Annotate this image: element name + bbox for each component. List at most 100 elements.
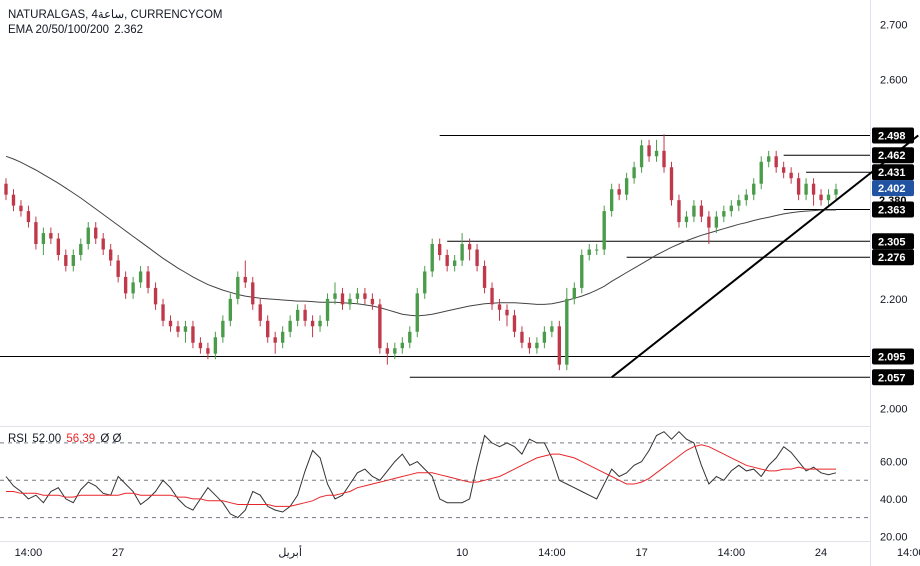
candle-body [94, 227, 98, 239]
candle-body [183, 326, 188, 332]
candle-body [677, 200, 681, 223]
candle-body [662, 150, 666, 168]
symbol-legend: NATURALGAS, 4ساعة, CURRENCYCOM [8, 7, 224, 21]
candle-body [617, 189, 621, 195]
trendline [611, 134, 919, 379]
candle-body [123, 276, 128, 294]
candle-body [333, 293, 337, 299]
time-tick-label: 24 [815, 547, 827, 559]
candle-body [632, 167, 636, 179]
candle-body [363, 293, 367, 299]
candle-body [624, 178, 629, 195]
candle-body [228, 298, 233, 321]
candle-body [557, 326, 562, 365]
candle-body [774, 156, 778, 168]
candle-body [512, 315, 517, 332]
price-tick-label: 2.000 [880, 404, 908, 416]
rsi-value-2: 56.39 [66, 433, 96, 445]
level-label: 2.276 [878, 252, 906, 264]
candle-body [176, 326, 180, 332]
candle-body [4, 183, 8, 195]
candle-body [796, 178, 801, 195]
candle-body [639, 145, 644, 168]
price-tick-label: 2.200 [880, 294, 908, 306]
candle-body [737, 200, 741, 206]
candle-body [438, 244, 442, 255]
candle-body [654, 150, 659, 157]
level-label: 2.462 [878, 150, 906, 162]
candle-body [116, 260, 120, 277]
level-label: 2.363 [878, 204, 906, 216]
time-tick-label: 14:00 [718, 547, 746, 559]
candle-body [430, 244, 434, 272]
candle-body [86, 227, 90, 245]
candle-body [295, 309, 300, 321]
candle-body [385, 348, 390, 354]
candle-body [251, 282, 255, 305]
level-label-bg [872, 127, 914, 144]
candle-body [542, 331, 547, 343]
candle-body [482, 265, 487, 288]
candle-body [767, 156, 771, 162]
rsi-label: RSI [8, 433, 28, 445]
candle-body [64, 255, 68, 266]
candle-body [497, 304, 502, 310]
candle-body [781, 167, 786, 173]
rsi-value-1: 52.00 [32, 433, 62, 445]
time-tick-label: أبريل [278, 545, 302, 559]
ema-value: 2.362 [114, 24, 144, 36]
level-label: 2.305 [878, 236, 906, 248]
rsi-tick-label: 20.00 [880, 531, 908, 543]
candle-body [34, 222, 38, 245]
candle-body [236, 276, 240, 299]
symbol-title: NATURALGAS, 4ساعة, CURRENCYCOM [8, 9, 223, 21]
time-tick-label: 14:00 [897, 547, 920, 559]
candle-body [370, 298, 375, 305]
candle-body [26, 211, 31, 223]
candle-body [131, 282, 135, 294]
candle-body [11, 194, 16, 206]
candle-body [752, 183, 756, 195]
price-tick-label: 2.700 [880, 20, 908, 32]
rsi-settings-icons[interactable]: Ø Ø [100, 433, 122, 445]
rsi-legend: RSI 52.00 56.39 Ø Ø [8, 433, 123, 445]
candle-body [303, 309, 307, 321]
candle-body [692, 205, 696, 217]
candle-body [168, 320, 173, 327]
candle-body [647, 145, 651, 157]
candle-body [505, 309, 509, 316]
candle-body [834, 189, 838, 195]
candle-body [565, 298, 569, 365]
candle-body [826, 194, 831, 201]
candle-body [535, 342, 539, 349]
candle-body [714, 216, 719, 228]
candle-body [49, 233, 53, 239]
candle-body [310, 320, 315, 327]
candle-body [266, 320, 270, 338]
candle-body [408, 331, 412, 343]
candle-body [161, 304, 165, 321]
level-label-bg [872, 147, 914, 164]
candle-body [475, 249, 479, 266]
time-tick-label: 14:00 [538, 547, 566, 559]
candle-body [595, 249, 599, 251]
candle-body [722, 211, 726, 217]
candle-body [138, 271, 143, 283]
candle-body [153, 287, 158, 305]
candle-body [71, 255, 75, 266]
candle-body [109, 249, 113, 261]
candle-body [280, 331, 285, 343]
candle-body [378, 304, 382, 349]
ema-label: EMA 20/50/100/200 [8, 24, 110, 36]
candle-body [580, 255, 584, 288]
candle-body [452, 260, 457, 266]
candle-body [400, 342, 404, 349]
level-label-bg [872, 233, 914, 250]
candle-body [467, 244, 472, 250]
candle-body [19, 205, 23, 212]
rsi-tick-label: 60.00 [880, 457, 908, 469]
level-label: 2.095 [878, 351, 906, 363]
